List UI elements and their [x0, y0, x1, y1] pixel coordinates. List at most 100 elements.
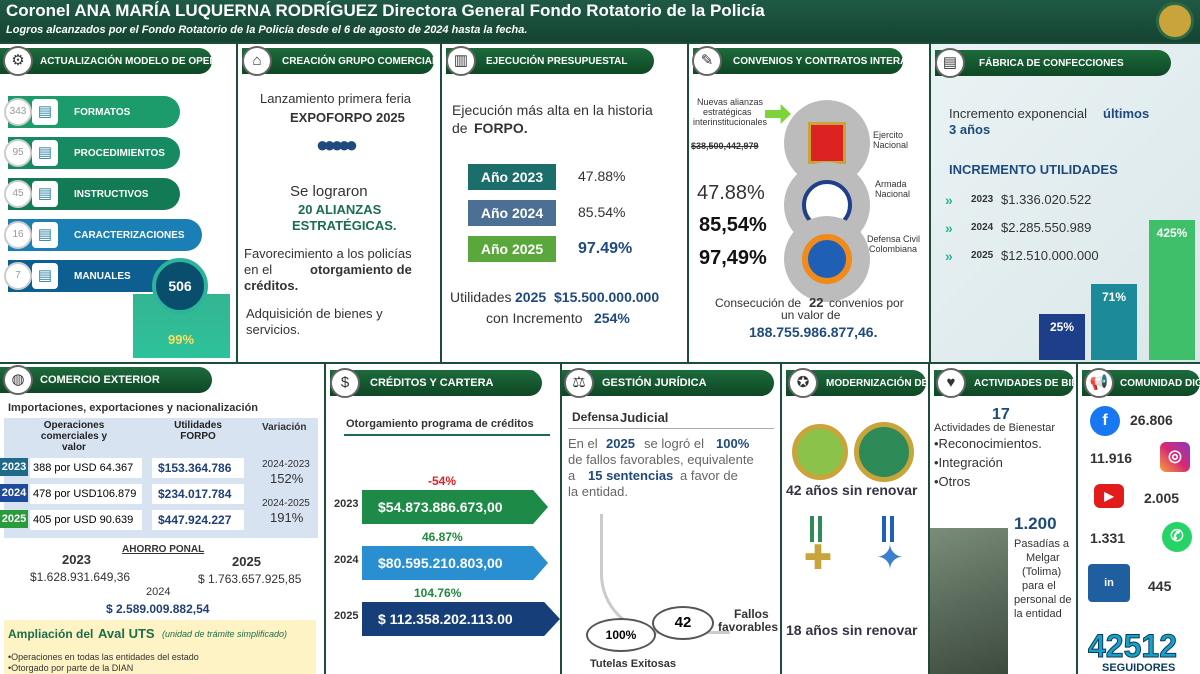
juridica-sub1: Defensa	[572, 410, 619, 424]
medal-star-new: ✦	[875, 539, 905, 577]
pasadias-l1: Pasadías a	[1014, 538, 1070, 550]
ops-value: 478 por USD106.879	[30, 484, 142, 504]
chevrons-icon: »	[945, 192, 953, 208]
youtube-icon[interactable]: ▶	[1094, 484, 1124, 508]
header: Coronel ANA MARÍA LUQUERNA RODRÍGUEZ Dir…	[0, 0, 1200, 42]
jur-t8: a favor de	[680, 468, 738, 483]
document-icon: ▤	[32, 181, 58, 207]
credit-arrow: $80.595.210.803,00	[362, 546, 548, 580]
factory-icon: ▤	[935, 48, 965, 78]
instagram-count: 11.916	[1090, 450, 1133, 466]
armada-l2: Nacional	[875, 189, 911, 199]
defensa-civil-seal	[784, 216, 870, 302]
year-value: 97.49%	[578, 240, 633, 257]
aval-l1: Ampliación del	[8, 627, 94, 641]
instagram-icon[interactable]: ◎	[1160, 442, 1190, 472]
fab-year: 2024	[971, 222, 994, 233]
alianzas-n2: estratégicas	[703, 107, 752, 117]
utl-value: $447.924.227	[152, 510, 244, 530]
contract-icon: ✎	[692, 46, 722, 76]
proceso-num: 16	[4, 221, 32, 249]
panel-fabrica: FÁBRICA DE CONFECCIONES ▤ Incremento exp…	[931, 44, 1200, 362]
year-box: Año 2023	[468, 164, 556, 190]
whatsapp-icon[interactable]: ✆	[1162, 522, 1192, 552]
credit-arrow: $ 112.358.202.113.00	[362, 602, 560, 636]
conv-pct-3: 97,49%	[699, 247, 767, 269]
var-2-pct: 191%	[270, 510, 304, 525]
adquisicion-l2: servicios.	[246, 322, 301, 337]
fabrica-title: FÁBRICA DE CONFECCIONES	[935, 50, 1171, 76]
ahorro-2025-year: 2025	[232, 554, 261, 569]
ops-value: 388 por USD 64.367	[30, 458, 142, 478]
panel-presupuesto: EJECUCIÓN PRESUPUESTAL ▥ Ejecución más a…	[442, 44, 687, 362]
utilidades-l2: 2025	[515, 289, 547, 305]
circle-fallos: 42	[652, 606, 714, 640]
facebook-count: 26.806	[1130, 412, 1173, 428]
emblem-old	[792, 424, 848, 480]
circle-tutelas: 100%	[586, 618, 656, 652]
convenios-title: CONVENIOS Y CONTRATOS INTERADMINISTRATIV…	[693, 48, 929, 74]
jur-t9: la entidad.	[568, 484, 628, 499]
jur-t7: 15 sentencias	[588, 468, 674, 483]
panel-comercio: COMERCIO EXTERIOR ◍ Importaciones, expor…	[0, 364, 324, 674]
conv-pct-1: 47.88%	[697, 182, 765, 204]
panel-bienestar: ACTIVIDADES DE BIENESTAR 2025 ♥ 17 Activ…	[930, 364, 1076, 674]
presupuesto-title: EJECUCIÓN PRESUPUESTAL	[446, 48, 654, 74]
fallos-l1: Fallos	[734, 607, 769, 621]
fab-year: 2025	[971, 250, 994, 261]
alianzas-l1: Se lograron	[290, 183, 368, 200]
total-pct: 99%	[168, 332, 195, 347]
jur-t5: de fallos favorables, equivalente	[568, 452, 754, 467]
megaphone-icon: 📢	[1084, 368, 1114, 398]
proceso-num: 7	[4, 262, 32, 290]
document-icon: ▤	[32, 140, 58, 166]
utilidad-bar-label: 71%	[1101, 290, 1127, 304]
year-box: Año 2025	[468, 236, 556, 262]
ahorro-2023-year: 2023	[62, 552, 91, 567]
panel-convenios: CONVENIOS Y CONTRATOS INTERADMINISTRATIV…	[689, 44, 929, 362]
conv-pct-2: 85,54%	[699, 214, 767, 236]
comercio-sub: Importaciones, exportaciones y nacionali…	[8, 402, 259, 414]
seguidores-total: 42512	[1088, 628, 1178, 665]
ahorro-title: AHORRO PONAL	[122, 544, 205, 555]
comercio-title: COMERCIO EXTERIOR	[0, 367, 212, 393]
group-photo	[930, 528, 1008, 674]
aval-l2: Aval UTS	[98, 626, 155, 641]
ops-value: 405 por USD 90.639	[30, 510, 142, 530]
utilidad-bar-label: 25%	[1049, 320, 1075, 334]
change-label: -54%	[428, 474, 457, 488]
year-label: 2024	[334, 554, 359, 566]
panel-simbolos: MODERNIZACIÓN DE SÍMBOLOS ✪ 42 años sin …	[782, 364, 928, 674]
consecucion-l3: convenios por	[829, 296, 904, 310]
panel-creditos: CRÉDITOS Y CARTERA $ Otorgamiento progra…	[326, 364, 560, 674]
aval-b1: •Operaciones en todas las entidades del …	[8, 652, 199, 662]
utilidades-l5: 254%	[594, 310, 630, 326]
globe-icon: ◍	[3, 365, 33, 395]
year-label: 2025	[334, 610, 359, 622]
facebook-icon[interactable]: f	[1090, 406, 1120, 436]
simbolos-l2: 18 años sin renovar	[786, 622, 918, 638]
bienestar-i0: •Reconocimientos.	[934, 436, 1042, 451]
juridica-divider	[568, 428, 774, 429]
year-tag: 2023	[0, 458, 28, 476]
utilidad-bar: 25%	[1039, 314, 1085, 360]
header-title: Coronel ANA MARÍA LUQUERNA RODRÍGUEZ Dir…	[6, 1, 765, 20]
linkedin-icon[interactable]: in	[1088, 564, 1130, 602]
bienestar-n: 17	[992, 406, 1010, 423]
consecucion-l1: Consecución de	[715, 296, 802, 310]
utilidad-bar-label: 425%	[1156, 226, 1188, 240]
utilidades-l1: Utilidades	[450, 289, 512, 305]
linkedin-count: 445	[1148, 578, 1172, 594]
fabrica-l1: Incremento exponencial	[949, 106, 1088, 121]
year-tag: 2024	[0, 484, 28, 502]
pasadias-l6: la entidad	[1014, 608, 1062, 620]
youtube-count: 2.005	[1144, 490, 1180, 506]
col-var-header: Variación	[262, 422, 307, 433]
var-2: 2024-2025	[262, 498, 310, 509]
utl-value: $153.364.786	[152, 458, 244, 478]
favorecimiento-l1: Favorecimiento a los policías	[244, 246, 412, 261]
aval-box	[4, 620, 316, 674]
comercial-title: CREACIÓN GRUPO COMERCIAL Y MARKETING	[242, 48, 440, 74]
alianzas-n3: interinstitucionales	[693, 117, 768, 127]
heart-hands-icon: ♥	[936, 368, 966, 398]
